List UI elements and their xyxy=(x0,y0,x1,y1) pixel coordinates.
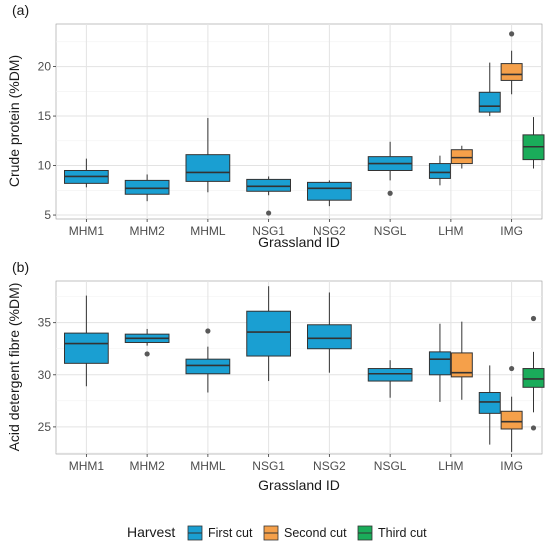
panel-b: (b) 25 30 35 MHM1 MHM2 MHML NSG1 NSG2 NSGL LHM IM… xyxy=(6,259,545,493)
box-body xyxy=(246,310,291,357)
boxes-a xyxy=(64,31,545,216)
outlier-point xyxy=(530,425,537,431)
box-body xyxy=(185,154,231,182)
boxes-b xyxy=(64,286,545,452)
box-body xyxy=(307,324,352,350)
box-LHM-first_cut xyxy=(428,323,451,402)
legend-label: Second cut xyxy=(284,526,347,540)
box-body xyxy=(522,368,545,388)
box-IMG-second_cut xyxy=(500,31,523,95)
box-body xyxy=(500,410,523,430)
x-tick-label: NSG1 xyxy=(252,459,285,473)
x-ticks-b: MHM1 MHM2 MHML NSG1 NSG2 NSGL LHM IMG xyxy=(69,454,523,473)
outlier-point xyxy=(509,31,515,37)
x-tick-label: NSG2 xyxy=(313,224,346,238)
y-axis-title-a: Crude protein (%DM) xyxy=(6,55,22,187)
box-body xyxy=(478,392,501,414)
x-axis-title-a: Grassland ID xyxy=(258,234,340,250)
box-LHM-first_cut xyxy=(428,155,451,186)
box-body xyxy=(185,358,231,375)
x-ticks-a: MHM1 MHM2 MHML NSG1 NSG2 NSGL LHM IMG xyxy=(69,219,523,238)
box-LHM-second_cut xyxy=(450,145,473,169)
panel-label-b: (b) xyxy=(12,259,29,275)
y-tick-label: 30 xyxy=(38,368,52,382)
box-body xyxy=(64,332,109,364)
box-body xyxy=(428,163,451,179)
y-tick-label: 20 xyxy=(38,60,52,74)
box-LHM-second_cut xyxy=(450,321,473,400)
legend-title: Harvest xyxy=(127,524,175,540)
x-tick-label: MHM2 xyxy=(129,224,165,238)
x-tick-label: MHML xyxy=(190,224,226,238)
x-tick-label: MHML xyxy=(190,459,226,473)
y-ticks-a: 5 10 15 20 xyxy=(38,60,56,222)
box-MHM1-first_cut xyxy=(64,158,109,188)
outlier-point xyxy=(266,210,272,216)
x-tick-label: IMG xyxy=(500,224,523,238)
y-ticks-b: 25 30 35 xyxy=(38,316,56,434)
box-IMG-first_cut xyxy=(478,62,501,117)
y-tick-label: 15 xyxy=(38,109,52,123)
box-NSGL-first_cut xyxy=(367,360,413,398)
y-tick-label: 5 xyxy=(44,208,51,222)
box-body xyxy=(307,181,352,201)
grid-a xyxy=(56,24,542,219)
y-tick-label: 25 xyxy=(38,420,52,434)
legend-label: First cut xyxy=(208,526,253,540)
box-MHM1-first_cut xyxy=(64,295,109,387)
box-MHML-first_cut xyxy=(185,328,231,393)
outlier-point xyxy=(144,351,150,357)
y-axis-title-b: Acid detergent fibre (%DM) xyxy=(6,283,22,452)
x-tick-label: NSGL xyxy=(374,224,407,238)
box-body xyxy=(367,368,413,382)
outlier-point xyxy=(509,365,515,372)
x-tick-label: NSG2 xyxy=(313,459,346,473)
x-axis-title-b: Grassland ID xyxy=(258,477,340,493)
x-tick-label: LHM xyxy=(438,459,463,473)
legend-label: Third cut xyxy=(378,526,427,540)
box-body xyxy=(124,179,170,195)
legend-items: First cut Second cut Third cut xyxy=(187,525,427,541)
box-MHM2-first_cut xyxy=(124,328,170,357)
panel-label-a: (a) xyxy=(12,2,29,18)
box-NSG1-first_cut xyxy=(246,286,291,382)
x-tick-label: NSGL xyxy=(374,459,407,473)
box-NSG1-first_cut xyxy=(246,176,291,216)
box-body xyxy=(246,178,291,192)
y-tick-label: 10 xyxy=(38,159,52,173)
legend-item-second_cut: Second cut xyxy=(263,525,347,541)
box-body xyxy=(450,149,473,165)
box-IMG-third_cut xyxy=(522,117,545,169)
outlier-point xyxy=(205,328,211,334)
box-body xyxy=(428,351,451,376)
box-NSG2-first_cut xyxy=(307,180,352,207)
x-tick-label: LHM xyxy=(438,224,463,238)
outlier-point xyxy=(387,190,393,196)
box-NSG2-first_cut xyxy=(307,292,352,373)
x-tick-label: MHM1 xyxy=(69,224,105,238)
box-MHML-first_cut xyxy=(185,118,231,193)
legend-item-third_cut: Third cut xyxy=(357,525,427,541)
box-IMG-second_cut xyxy=(500,365,523,452)
box-body xyxy=(478,91,501,113)
x-tick-label: MHM1 xyxy=(69,459,105,473)
box-MHM2-first_cut xyxy=(124,174,170,202)
box-IMG-first_cut xyxy=(478,365,501,445)
panel-a: (a) 5 10 15 20 MHM1 MHM2 MHML NSG1 NSG2 NSGL LHM I… xyxy=(6,2,545,250)
box-body xyxy=(450,352,473,378)
x-tick-label: MHM2 xyxy=(129,459,165,473)
legend-item-first_cut: First cut xyxy=(187,525,253,541)
x-tick-label: IMG xyxy=(500,459,523,473)
box-IMG-third_cut xyxy=(522,315,545,431)
box-body xyxy=(500,63,523,81)
x-tick-label: NSG1 xyxy=(252,224,285,238)
box-NSGL-first_cut xyxy=(367,141,413,196)
outlier-point xyxy=(530,315,537,322)
y-tick-label: 35 xyxy=(38,316,52,330)
legend: Harvest First cut Second cut Third cut xyxy=(127,524,427,541)
